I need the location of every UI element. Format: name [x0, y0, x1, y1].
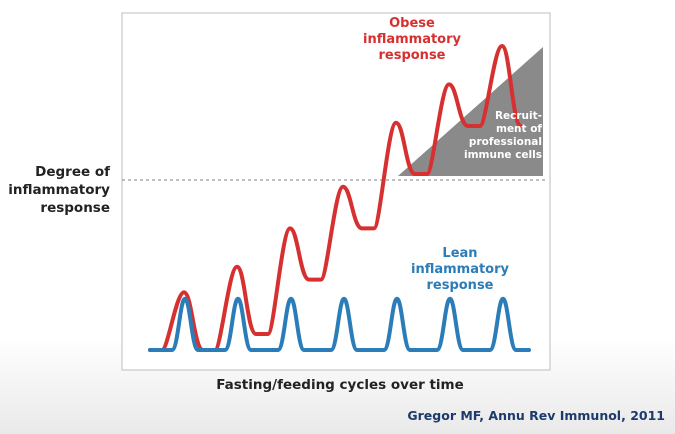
plot-frame — [121, 12, 551, 371]
lean-annotation-line: inflammatory — [410, 262, 509, 277]
x-axis-label: Fasting/feeding cycles over time — [216, 377, 464, 393]
lean-annotation: Lean inflammatory response — [400, 246, 520, 294]
obese-annotation-line: response — [378, 48, 446, 63]
recruitment-annotation-line: professional — [468, 136, 542, 148]
lean-series-line — [148, 296, 531, 352]
y-axis-label-line: inflammatory — [8, 182, 110, 198]
recruitment-annotation-line: Recruit- — [494, 110, 542, 122]
citation: Gregor MF, Annu Rev Immunol, 2011 — [407, 408, 665, 423]
lean-annotation-line: response — [426, 278, 494, 293]
obese-annotation-line: Obese — [389, 16, 435, 31]
lean-annotation-line: Lean — [442, 246, 478, 261]
obese-annotation: Obese inflammatory response — [352, 16, 472, 64]
y-axis-label-line: Degree of — [35, 164, 110, 180]
recruitment-annotation: Recruit- ment of professional immune cel… — [450, 110, 542, 162]
y-axis-label-line: response — [40, 200, 110, 216]
obese-annotation-line: inflammatory — [362, 32, 461, 47]
recruitment-annotation-line: ment of — [496, 123, 542, 135]
obese-series-line — [148, 44, 523, 352]
y-axis-label: Degree of inflammatory response — [8, 163, 110, 217]
recruitment-annotation-line: immune cells — [463, 149, 542, 161]
